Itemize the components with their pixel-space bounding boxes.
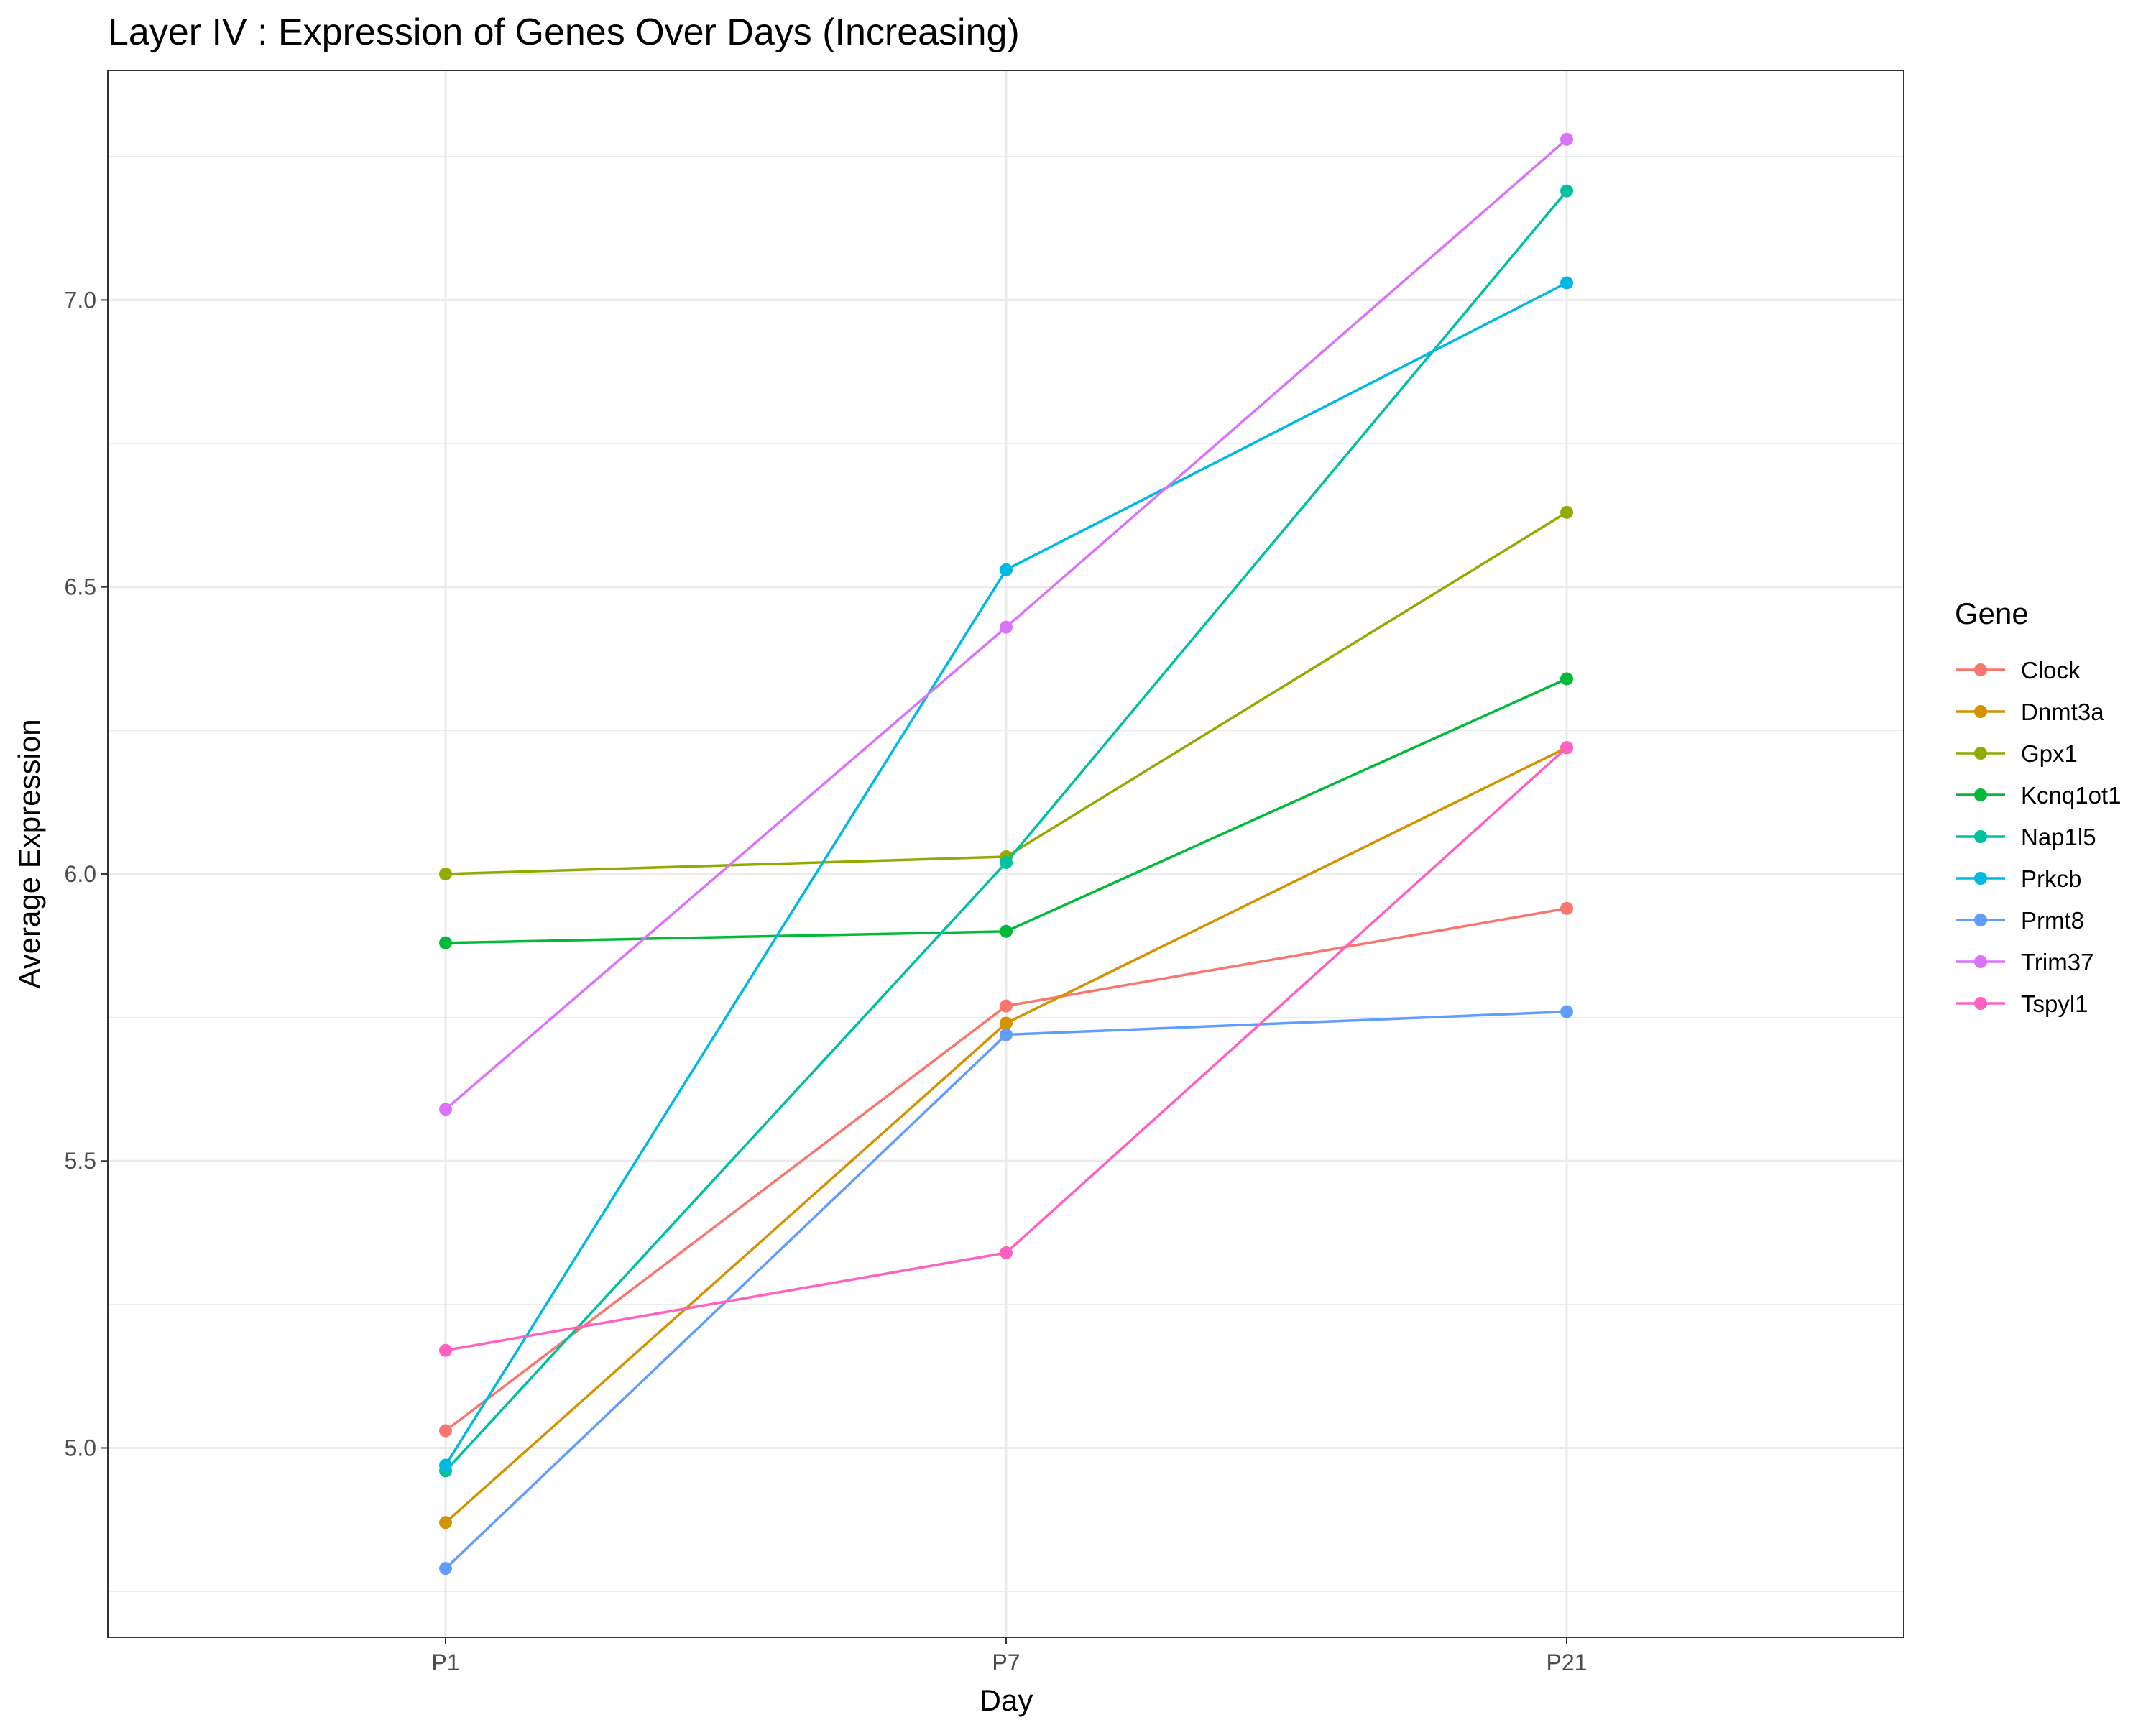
legend-label: Tspyl1 <box>2021 990 2088 1017</box>
data-point <box>1000 924 1013 938</box>
data-point <box>1000 999 1013 1013</box>
legend-item-trim37: Trim37 <box>1956 949 2093 975</box>
data-point <box>1000 1016 1013 1030</box>
y-tick-label: 6.0 <box>65 861 96 887</box>
legend: Clock Dnmt3a Gpx1 Kcnq1ot1 Nap1l5 Prkcb Prmt8 T… <box>1956 657 2121 1017</box>
x-tick-label: P7 <box>992 1650 1020 1675</box>
series-clock <box>439 901 1573 1438</box>
legend-item-tspyl1: Tspyl1 <box>1956 990 2088 1017</box>
legend-key-point <box>1974 872 1987 885</box>
x-axis-ticks: P1 P7 P21 <box>431 1637 1587 1675</box>
data-point <box>1560 184 1573 198</box>
y-axis-ticks: 5.0 5.5 6.0 6.5 7.0 <box>65 287 108 1460</box>
series-layer <box>439 132 1573 1576</box>
legend-key-point <box>1974 747 1987 760</box>
data-point <box>1560 741 1573 755</box>
data-point <box>1000 620 1013 634</box>
legend-item-kcnq1ot1: Kcnq1ot1 <box>1956 782 2121 809</box>
legend-item-prmt8: Prmt8 <box>1956 907 2084 934</box>
data-point <box>439 1103 452 1116</box>
data-point <box>439 1424 452 1438</box>
data-point <box>1560 276 1573 290</box>
legend-key-point <box>1974 705 1987 718</box>
data-point <box>439 1458 452 1472</box>
legend-title: Gene <box>1955 597 2029 630</box>
series-kcnq1ot1 <box>439 672 1573 949</box>
x-tick-label: P21 <box>1547 1650 1588 1675</box>
legend-label: Gpx1 <box>2021 740 2078 767</box>
legend-item-clock: Clock <box>1956 657 2081 684</box>
legend-key-point <box>1974 997 1987 1010</box>
y-tick-label: 7.0 <box>65 287 96 313</box>
series-prmt8 <box>439 1005 1573 1576</box>
series-prkcb <box>439 276 1573 1472</box>
data-point <box>439 936 452 949</box>
legend-label: Kcnq1ot1 <box>2021 782 2121 809</box>
data-point <box>1560 132 1573 146</box>
data-point <box>1560 1005 1573 1018</box>
legend-key-point <box>1974 955 1987 968</box>
data-point <box>1560 901 1573 915</box>
data-point <box>1000 855 1013 869</box>
y-tick-label: 6.5 <box>65 574 96 600</box>
legend-item-nap1l5: Nap1l5 <box>1956 824 2096 850</box>
legend-label: Trim37 <box>2021 949 2093 975</box>
data-point <box>1000 1028 1013 1041</box>
data-point <box>439 1562 452 1576</box>
data-point <box>439 1343 452 1357</box>
series-trim37 <box>439 132 1573 1116</box>
legend-item-prkcb: Prkcb <box>1956 865 2081 892</box>
data-point <box>1560 505 1573 519</box>
data-point <box>439 1516 452 1530</box>
legend-item-dnmt3a: Dnmt3a <box>1956 699 2104 725</box>
data-point <box>1000 563 1013 576</box>
y-tick-label: 5.5 <box>65 1148 96 1174</box>
legend-key-point <box>1974 830 1987 843</box>
series-tspyl1 <box>439 741 1573 1357</box>
legend-label: Clock <box>2021 657 2081 684</box>
legend-label: Nap1l5 <box>2021 824 2096 850</box>
legend-key-point <box>1974 788 1987 801</box>
y-axis-title: Average Expression <box>12 719 46 988</box>
legend-item-gpx1: Gpx1 <box>1956 740 2078 767</box>
legend-label: Prkcb <box>2021 865 2081 892</box>
legend-label: Dnmt3a <box>2021 699 2104 725</box>
data-point <box>1560 672 1573 686</box>
data-point <box>439 867 452 880</box>
legend-label: Prmt8 <box>2021 907 2084 934</box>
x-axis-title: Day <box>980 1683 1033 1717</box>
legend-key-point <box>1974 914 1987 926</box>
y-tick-label: 5.0 <box>65 1435 96 1460</box>
x-tick-label: P1 <box>431 1650 459 1675</box>
data-point <box>1000 1246 1013 1259</box>
chart-title: Layer IV : Expression of Genes Over Days… <box>108 12 1020 53</box>
legend-key-point <box>1974 663 1987 676</box>
